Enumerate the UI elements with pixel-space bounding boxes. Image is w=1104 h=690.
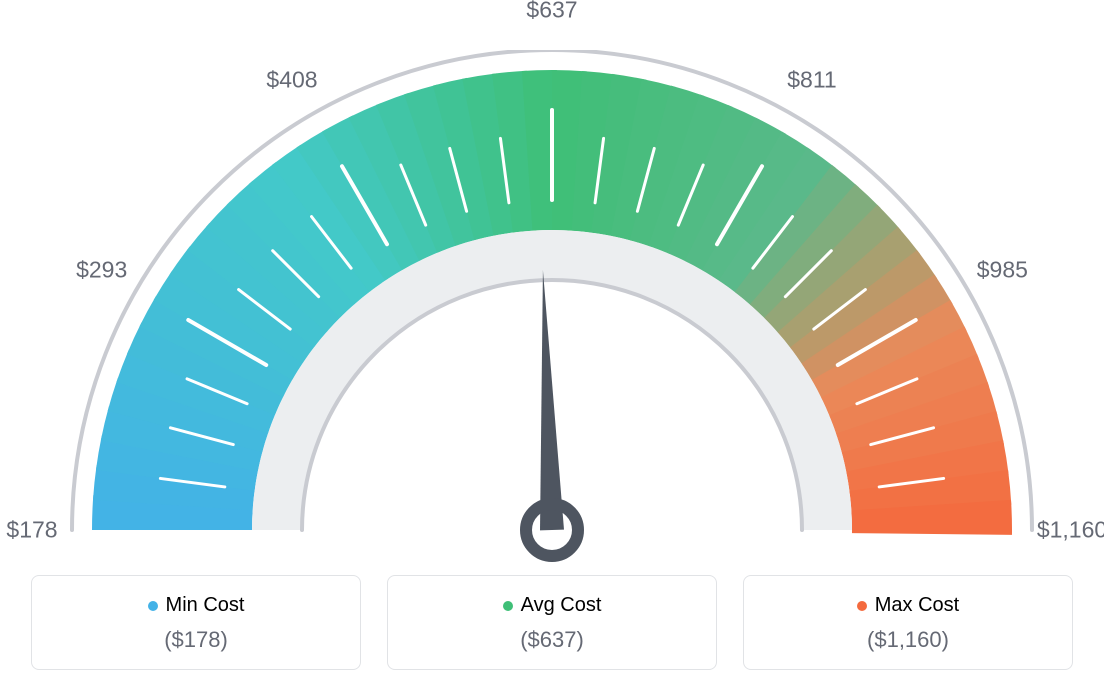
legend-value-min: ($178) — [42, 627, 350, 653]
gauge-axis-label: $408 — [266, 66, 317, 93]
gauge-svg — [0, 50, 1104, 590]
legend-dot-max — [857, 601, 867, 611]
gauge-axis-label: $1,160 — [1037, 517, 1104, 544]
gauge-chart-container: $178 $293 $408 $637 $811 $985 $1,160 Min Cost … — [0, 0, 1104, 690]
legend-card-max: Max Cost ($1,160) — [743, 575, 1073, 670]
legend-title-avg: Avg Cost — [503, 594, 602, 617]
gauge-axis-label: $811 — [787, 66, 836, 93]
legend-card-avg: Avg Cost ($637) — [387, 575, 717, 670]
gauge-axis-label: $293 — [76, 257, 127, 284]
legend-title-min: Min Cost — [148, 594, 245, 617]
legend-value-max: ($1,160) — [754, 627, 1062, 653]
legend-label-avg: Avg Cost — [521, 594, 602, 617]
legend-label-min: Min Cost — [166, 594, 245, 617]
legend-card-min: Min Cost ($178) — [31, 575, 361, 670]
legend-value-avg: ($637) — [398, 627, 706, 653]
gauge-axis-label: $178 — [6, 517, 57, 544]
gauge-axis-label: $985 — [977, 257, 1028, 284]
gauge-area: $178 $293 $408 $637 $811 $985 $1,160 — [0, 0, 1104, 560]
legend-dot-min — [148, 601, 158, 611]
legend-label-max: Max Cost — [875, 594, 959, 617]
legend-dot-avg — [503, 601, 513, 611]
legend-title-max: Max Cost — [857, 594, 959, 617]
gauge-axis-label: $637 — [526, 0, 577, 24]
legend-row: Min Cost ($178) Avg Cost ($637) Max Cost… — [0, 575, 1104, 670]
